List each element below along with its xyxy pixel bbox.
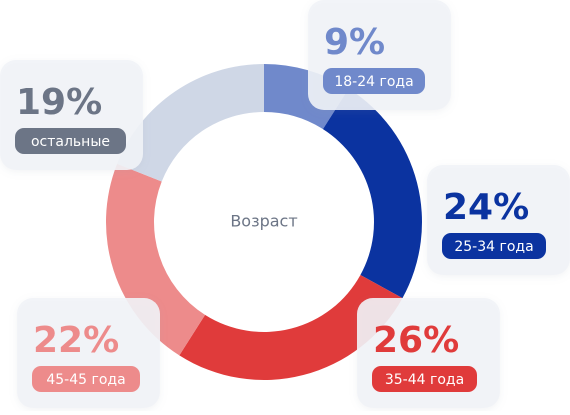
donut — [105, 64, 422, 380]
center-label: Возраст — [230, 212, 297, 231]
percent-label: 26% — [373, 320, 459, 361]
category-label: остальные — [31, 134, 110, 150]
category-label: 18-24 года — [334, 74, 413, 90]
percent-label: 9% — [324, 22, 385, 63]
percent-label: 22% — [33, 320, 119, 361]
slice — [117, 64, 265, 182]
category-label: 45-45 года — [46, 372, 125, 388]
slice — [105, 163, 206, 356]
category-pill — [32, 366, 140, 392]
callout-card: 26% 35-44 года — [357, 298, 500, 408]
category-pill — [15, 128, 126, 154]
category-pill — [442, 233, 546, 259]
category-pill — [372, 366, 477, 392]
callout-card: 24% 25-34 года — [427, 165, 570, 275]
callout-card: 19% остальные — [0, 60, 143, 170]
callout-card: 22% 45-45 года — [17, 298, 160, 408]
percent-label: 24% — [443, 187, 529, 228]
category-pill — [323, 68, 425, 94]
category-label: 25-34 года — [454, 239, 533, 255]
percent-label: 19% — [16, 82, 102, 123]
slice — [322, 88, 422, 299]
slice — [179, 274, 403, 380]
callout-card: 9% 18-24 года — [308, 0, 451, 110]
category-label: 35-44 года — [385, 372, 464, 388]
